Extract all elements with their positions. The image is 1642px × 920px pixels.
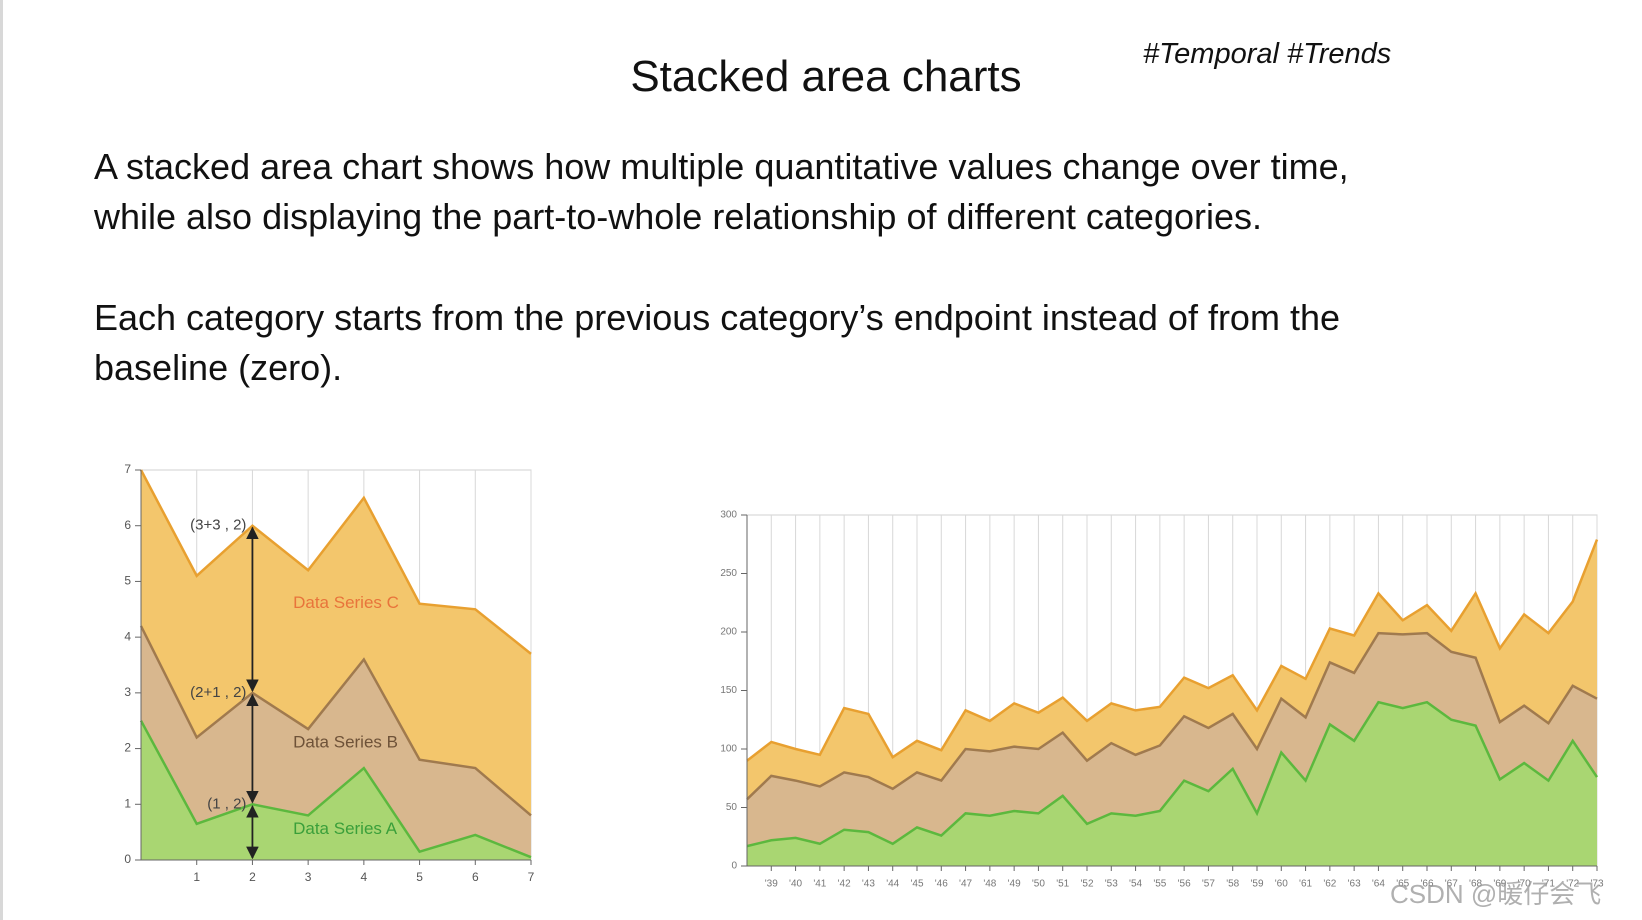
- x-tick-label: 2: [249, 870, 256, 884]
- slide-edge: [0, 0, 3, 920]
- x-tick-label: '52: [1080, 879, 1093, 890]
- area-fill: [747, 539, 1597, 800]
- x-tick-label: '69: [1493, 879, 1506, 890]
- y-tick-label: 1: [124, 796, 131, 810]
- x-tick-label: '61: [1299, 879, 1312, 890]
- y-tick-label: 200: [720, 627, 737, 638]
- y-tick-label: 300: [720, 510, 737, 521]
- paragraph-line: Each category starts from the previous c…: [94, 297, 1340, 338]
- y-tick-label: 6: [124, 518, 131, 532]
- x-tick-label: '54: [1129, 879, 1142, 890]
- paragraph: Each category starts from the previous c…: [94, 293, 1340, 393]
- y-tick-label: 0: [731, 861, 737, 872]
- x-tick-label: '48: [983, 879, 996, 890]
- x-tick-label: '46: [935, 879, 948, 890]
- x-tick-label: '56: [1178, 879, 1191, 890]
- x-tick-label: '49: [1008, 879, 1021, 890]
- x-tick-label: '65: [1396, 879, 1409, 890]
- x-tick-label: '45: [910, 879, 923, 890]
- paragraph: A stacked area chart shows how multiple …: [94, 142, 1349, 242]
- annotation: (2+1 , 2): [190, 684, 246, 701]
- x-tick-label: '55: [1153, 879, 1166, 890]
- series-line: [746, 631, 1598, 801]
- x-tick-label: '70: [1518, 879, 1531, 890]
- annotation: (1 , 2): [207, 795, 246, 812]
- x-tick-label: '60: [1275, 879, 1288, 890]
- x-tick-label: 4: [361, 870, 368, 884]
- tags: #Temporal #Trends: [1143, 38, 1392, 70]
- y-tick-label: 7: [124, 462, 131, 476]
- x-tick-label: '73: [1590, 879, 1603, 890]
- series-line: [746, 539, 1599, 762]
- series-line: [139, 625, 532, 817]
- x-tick-label: 3: [305, 870, 312, 884]
- series-line: [139, 720, 532, 859]
- paragraph-line: baseline (zero).: [94, 347, 343, 388]
- area-fill: [141, 720, 531, 860]
- area-fill: [747, 633, 1597, 847]
- x-tick-label: '57: [1202, 879, 1215, 890]
- x-tick-label: '47: [959, 879, 972, 890]
- x-tick-label: '44: [886, 879, 899, 890]
- y-tick-label: 0: [124, 852, 131, 866]
- paragraph-line: A stacked area chart shows how multiple …: [94, 146, 1349, 187]
- x-tick-label: '71: [1542, 879, 1555, 890]
- x-tick-label: '68: [1469, 879, 1482, 890]
- x-tick-label: '50: [1032, 879, 1045, 890]
- x-tick-label: '59: [1250, 879, 1263, 890]
- series-line: [746, 700, 1599, 848]
- area-fill: [747, 702, 1597, 866]
- x-tick-label: '64: [1372, 879, 1385, 890]
- y-tick-label: 250: [720, 568, 737, 579]
- y-tick-label: 5: [124, 574, 131, 588]
- x-tick-label: '66: [1420, 879, 1433, 890]
- series-line: [139, 469, 532, 655]
- x-tick-label: '53: [1105, 879, 1118, 890]
- series-label: Data Series C: [293, 593, 399, 612]
- x-tick-label: 7: [528, 870, 535, 884]
- y-tick-label: 2: [124, 741, 131, 755]
- annotation: (3+3 , 2): [190, 517, 246, 534]
- x-tick-label: 6: [472, 870, 479, 884]
- y-tick-label: 3: [124, 685, 131, 699]
- series-label: Data Series B: [293, 732, 398, 751]
- x-tick-label: '40: [789, 879, 802, 890]
- y-tick-label: 100: [720, 744, 737, 755]
- y-tick-label: 50: [726, 802, 738, 813]
- series-label: Data Series A: [293, 819, 398, 838]
- watermark: CSDN @暖仔会飞: [1390, 879, 1602, 909]
- x-tick-label: 5: [416, 870, 423, 884]
- x-tick-label: '51: [1056, 879, 1069, 890]
- area-fill: [141, 470, 531, 816]
- x-tick-label: '58: [1226, 879, 1239, 890]
- y-tick-label: 150: [720, 685, 737, 696]
- x-tick-label: '42: [838, 879, 851, 890]
- area-fill: [141, 626, 531, 858]
- paragraph-line: while also displaying the part-to-whole …: [94, 196, 1262, 237]
- x-tick-label: 1: [193, 870, 200, 884]
- x-tick-label: '62: [1323, 879, 1336, 890]
- x-tick-label: '39: [765, 879, 778, 890]
- slide-title: Stacked area charts: [630, 52, 1022, 101]
- x-tick-label: '67: [1445, 879, 1458, 890]
- x-tick-label: '63: [1348, 879, 1361, 890]
- x-tick-label: '43: [862, 879, 875, 890]
- x-tick-label: '41: [813, 879, 826, 890]
- x-tick-label: '72: [1566, 879, 1579, 890]
- y-tick-label: 4: [124, 629, 131, 643]
